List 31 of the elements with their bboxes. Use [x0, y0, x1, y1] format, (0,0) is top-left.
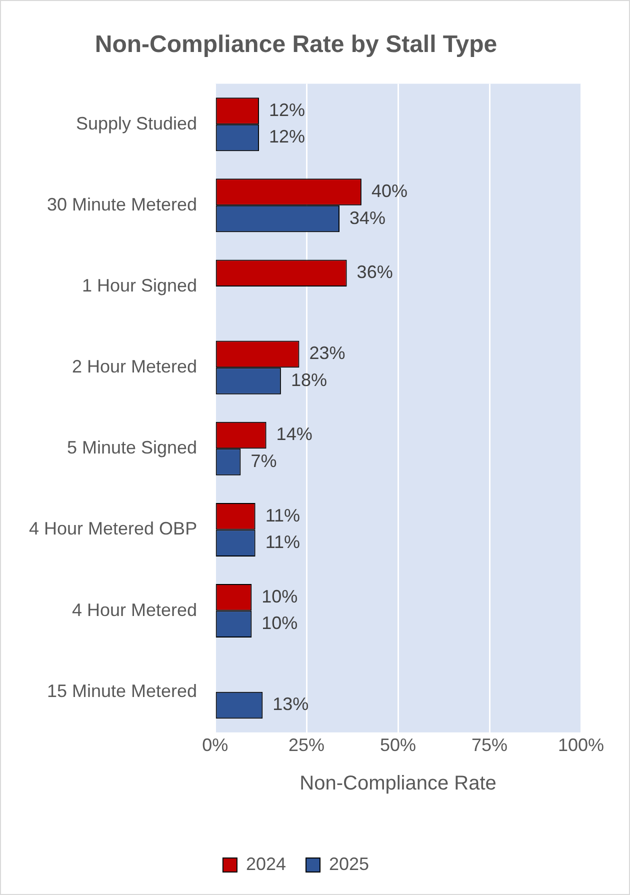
data-label: 11%	[265, 505, 300, 526]
y-tick-label: 30 Minute Metered	[46, 194, 198, 214]
x-tick-label: 100%	[558, 735, 604, 756]
data-label: 10%	[262, 586, 298, 606]
x-tick-label: 0%	[202, 735, 228, 756]
y-tick-label: 15 Minute Metered	[46, 680, 198, 701]
data-label: 34%	[349, 208, 386, 228]
y-tick-label: 1 Hour Signed	[82, 275, 198, 296]
data-label: 10%	[262, 613, 298, 634]
legend-label: 2025	[329, 854, 370, 874]
data-label: 12%	[268, 100, 306, 120]
y-tick-label: 4 Hour Metered OBP	[28, 518, 198, 539]
data-label: 18%	[290, 370, 327, 390]
data-label: 12%	[268, 126, 306, 147]
x-tick-label: 25%	[288, 735, 325, 756]
x-tick-label: 75%	[472, 735, 508, 756]
chart-title: Non-Compliance Rate by Stall Type	[94, 31, 498, 58]
data-label: 36%	[356, 262, 393, 282]
y-tick-label: 5 Minute Signed	[66, 438, 198, 458]
data-label: 7%	[250, 450, 277, 471]
data-label: 14%	[276, 424, 312, 444]
y-tick-label: 2 Hour Metered	[72, 356, 198, 377]
x-tick-label: 50%	[380, 735, 416, 756]
y-tick-label: 4 Hour Metered	[72, 600, 198, 620]
data-label: 23%	[309, 343, 346, 364]
data-label: 13%	[272, 694, 309, 714]
data-label: 40%	[371, 181, 408, 202]
y-tick-label: Supply Studied	[76, 113, 198, 134]
x-axis-title: Non-Compliance Rate	[300, 772, 496, 795]
legend-label: 2024	[246, 854, 286, 874]
data-label: 11%	[265, 532, 300, 552]
